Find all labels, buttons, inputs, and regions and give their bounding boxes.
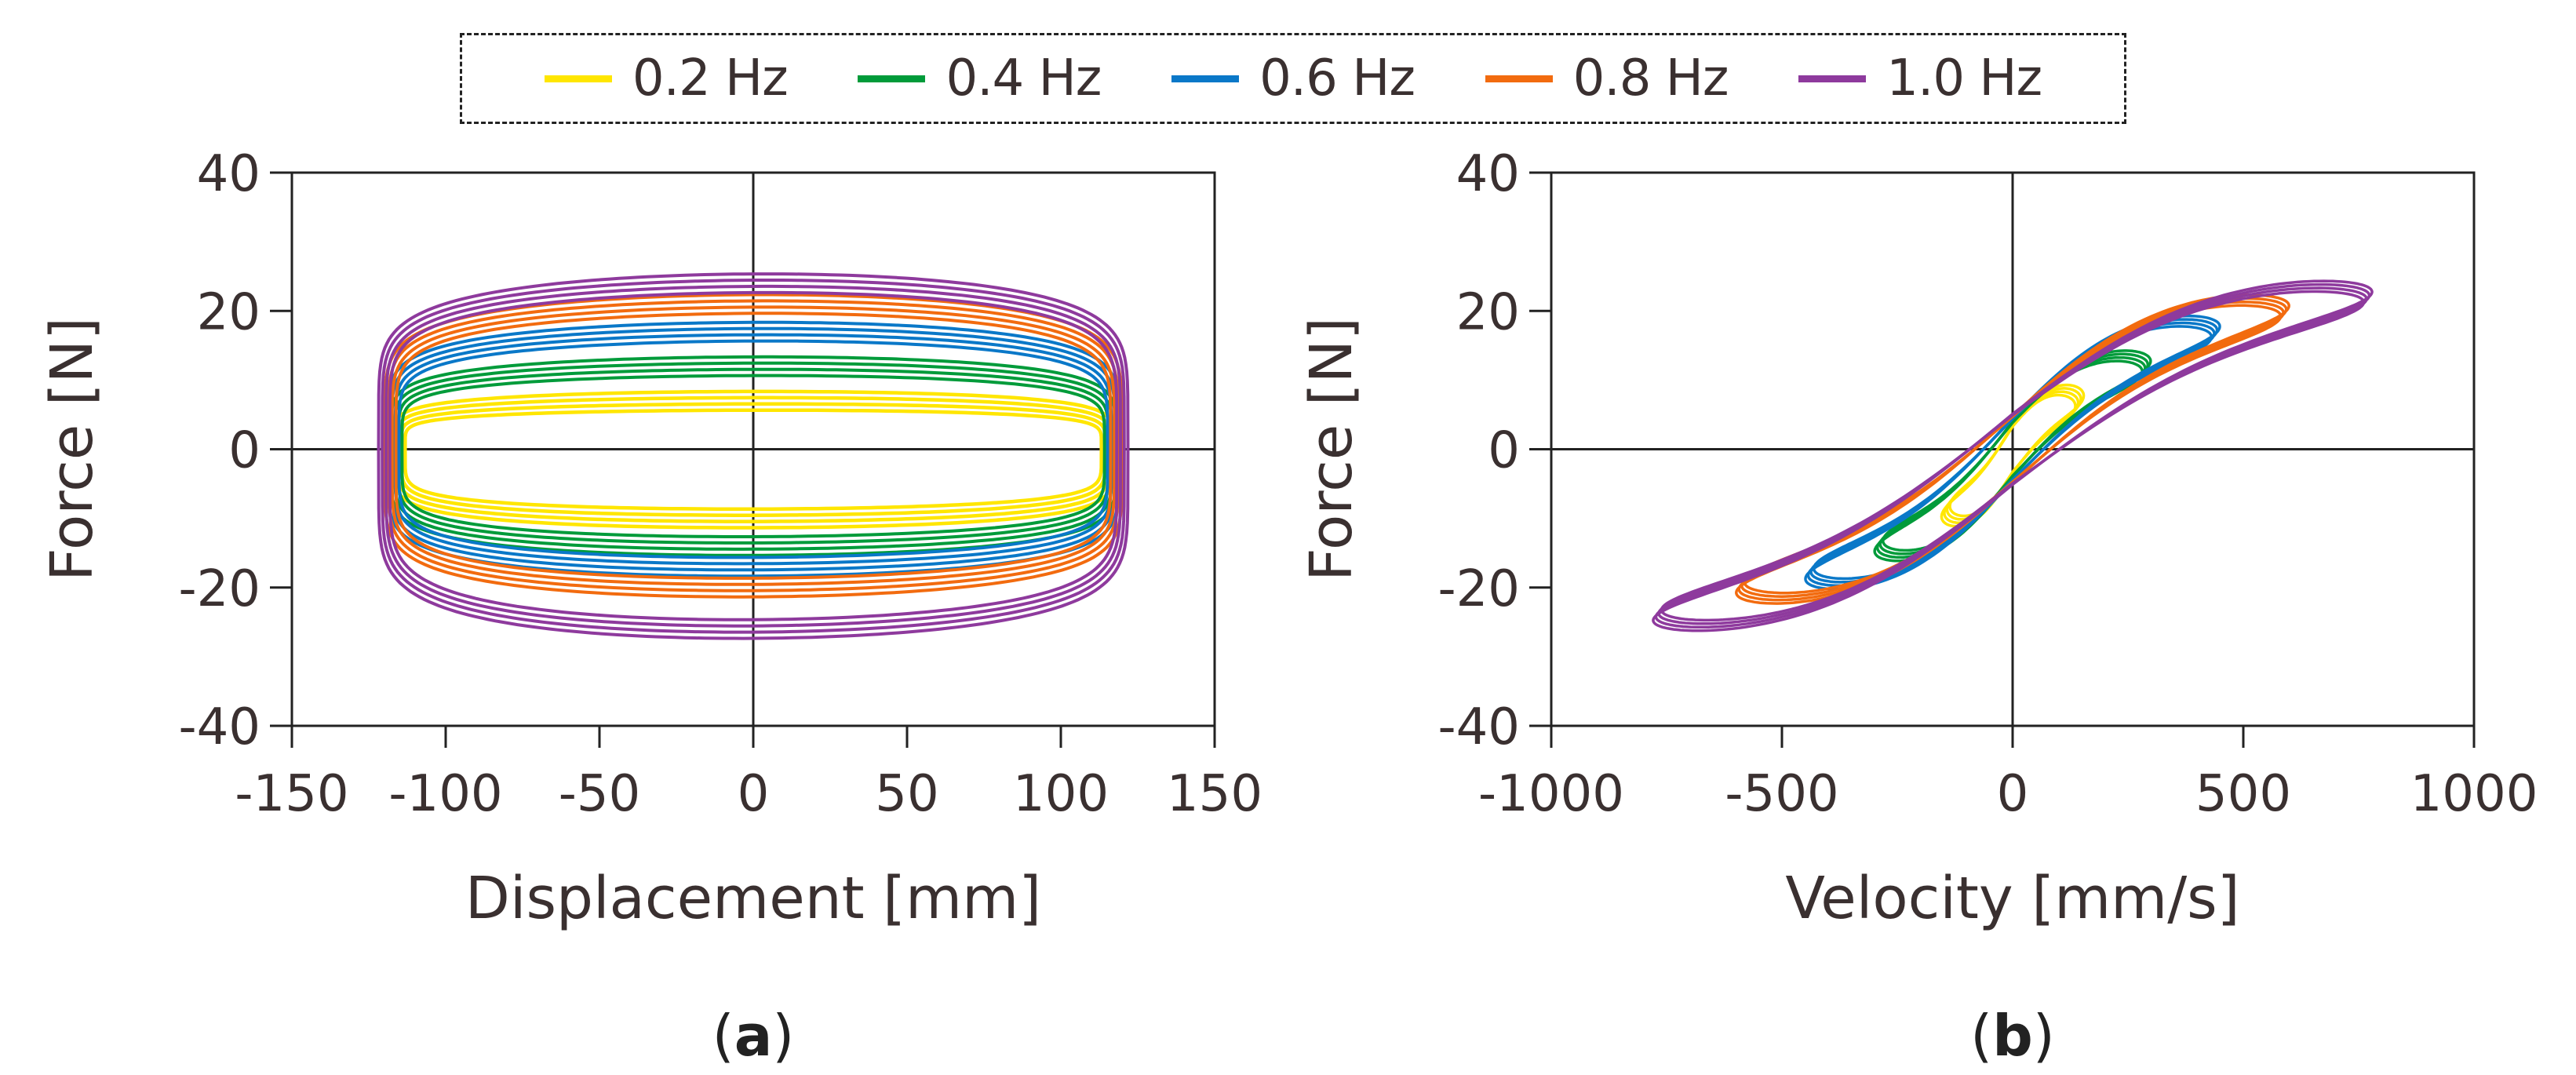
panel-label-open: ( xyxy=(712,1003,734,1069)
legend-label: 0.6 Hz xyxy=(1259,49,1416,108)
loop-curve xyxy=(397,339,1109,559)
y-tick-label: 40 xyxy=(197,145,261,203)
x-axis-label: Velocity [mm/s] xyxy=(1785,865,2239,932)
y-tick-label: -40 xyxy=(1437,698,1520,756)
legend-swatch xyxy=(1485,75,1553,82)
loop-curve xyxy=(388,290,1119,621)
curves-group xyxy=(1652,279,2374,632)
legend-label: 0.2 Hz xyxy=(632,49,789,108)
x-tick-label: 0 xyxy=(1997,765,2029,823)
series-1.0hz xyxy=(1652,279,2374,632)
loop-curve xyxy=(394,312,1113,580)
loop-curve xyxy=(377,272,1130,640)
panel-label: (b) xyxy=(1970,1003,2055,1069)
series-1.0hz xyxy=(377,272,1130,640)
loop-curve xyxy=(381,279,1126,634)
panel-label-close: ) xyxy=(2033,1003,2055,1069)
y-tick-label: 20 xyxy=(197,283,261,341)
x-tick-label: 1000 xyxy=(2410,765,2538,823)
series-0.8hz xyxy=(1735,293,2290,605)
panel-label-close: ) xyxy=(772,1003,794,1069)
curves-group xyxy=(377,272,1130,640)
x-tick-label: -500 xyxy=(1725,765,1838,823)
legend-swatch xyxy=(1171,75,1240,82)
legend-item-0.8hz: 0.8 Hz xyxy=(1485,49,1729,108)
x-tick-label: 0 xyxy=(738,765,770,823)
y-axis-label: Force [N] xyxy=(1298,317,1365,581)
y-tick-label: 0 xyxy=(1488,422,1520,480)
panel-label-letter: a xyxy=(734,1003,773,1069)
y-tick-label: -20 xyxy=(1437,560,1520,618)
x-tick-label: -50 xyxy=(559,765,641,823)
legend-label: 0.8 Hz xyxy=(1572,49,1729,108)
legend-item-0.2hz: 0.2 Hz xyxy=(544,49,789,108)
x-tick-label: -1000 xyxy=(1478,765,1624,823)
legend-label: 1.0 Hz xyxy=(1886,49,2042,108)
y-tick-label: 20 xyxy=(1456,283,1520,341)
panel-a-displacement: -150 -100 -50 0 50 100 150 40 20 0 -20 -40 Displacem… xyxy=(38,145,1262,1069)
x-tick-label: -100 xyxy=(388,765,502,823)
legend-swatch xyxy=(1798,75,1867,82)
legend-swatch xyxy=(858,75,926,82)
legend-item-0.6hz: 0.6 Hz xyxy=(1171,49,1416,108)
legend-swatch xyxy=(544,75,612,82)
loop-curve xyxy=(403,408,1103,511)
x-tick-label: 150 xyxy=(1167,765,1262,823)
loop-curve xyxy=(390,305,1117,586)
legend: 0.2 Hz 0.4 Hz 0.6 Hz 0.8 Hz 1.0 Hz xyxy=(460,33,2126,124)
x-tick-label: 50 xyxy=(875,765,938,823)
panel-label-letter: b xyxy=(1992,1003,2033,1069)
loop-curve xyxy=(1735,293,2290,605)
x-tick-label: 500 xyxy=(2195,765,2291,823)
y-tick-label: 40 xyxy=(1456,145,1520,203)
y-axis-label: Force [N] xyxy=(38,317,106,581)
panel-label-open: ( xyxy=(1970,1003,1992,1069)
loop-curve xyxy=(384,284,1123,628)
legend-label: 0.4 Hz xyxy=(946,49,1102,108)
y-tick-label: -40 xyxy=(178,698,261,756)
x-tick-label: 100 xyxy=(1013,765,1109,823)
loop-curve xyxy=(400,374,1106,538)
panel-b-velocity: -1000 -500 0 500 1000 40 20 0 -20 -40 Velocity [mm… xyxy=(1298,145,2538,1069)
x-axis-label: Displacement [mm] xyxy=(465,865,1041,932)
y-tick-label: 0 xyxy=(228,422,261,480)
loop-curve xyxy=(1652,279,2374,632)
y-tick-label: -20 xyxy=(178,560,261,618)
legend-item-0.4hz: 0.4 Hz xyxy=(858,49,1102,108)
x-tick-label: -150 xyxy=(235,765,348,823)
legend-item-1.0hz: 1.0 Hz xyxy=(1798,49,2042,108)
panel-label: (a) xyxy=(712,1003,795,1069)
